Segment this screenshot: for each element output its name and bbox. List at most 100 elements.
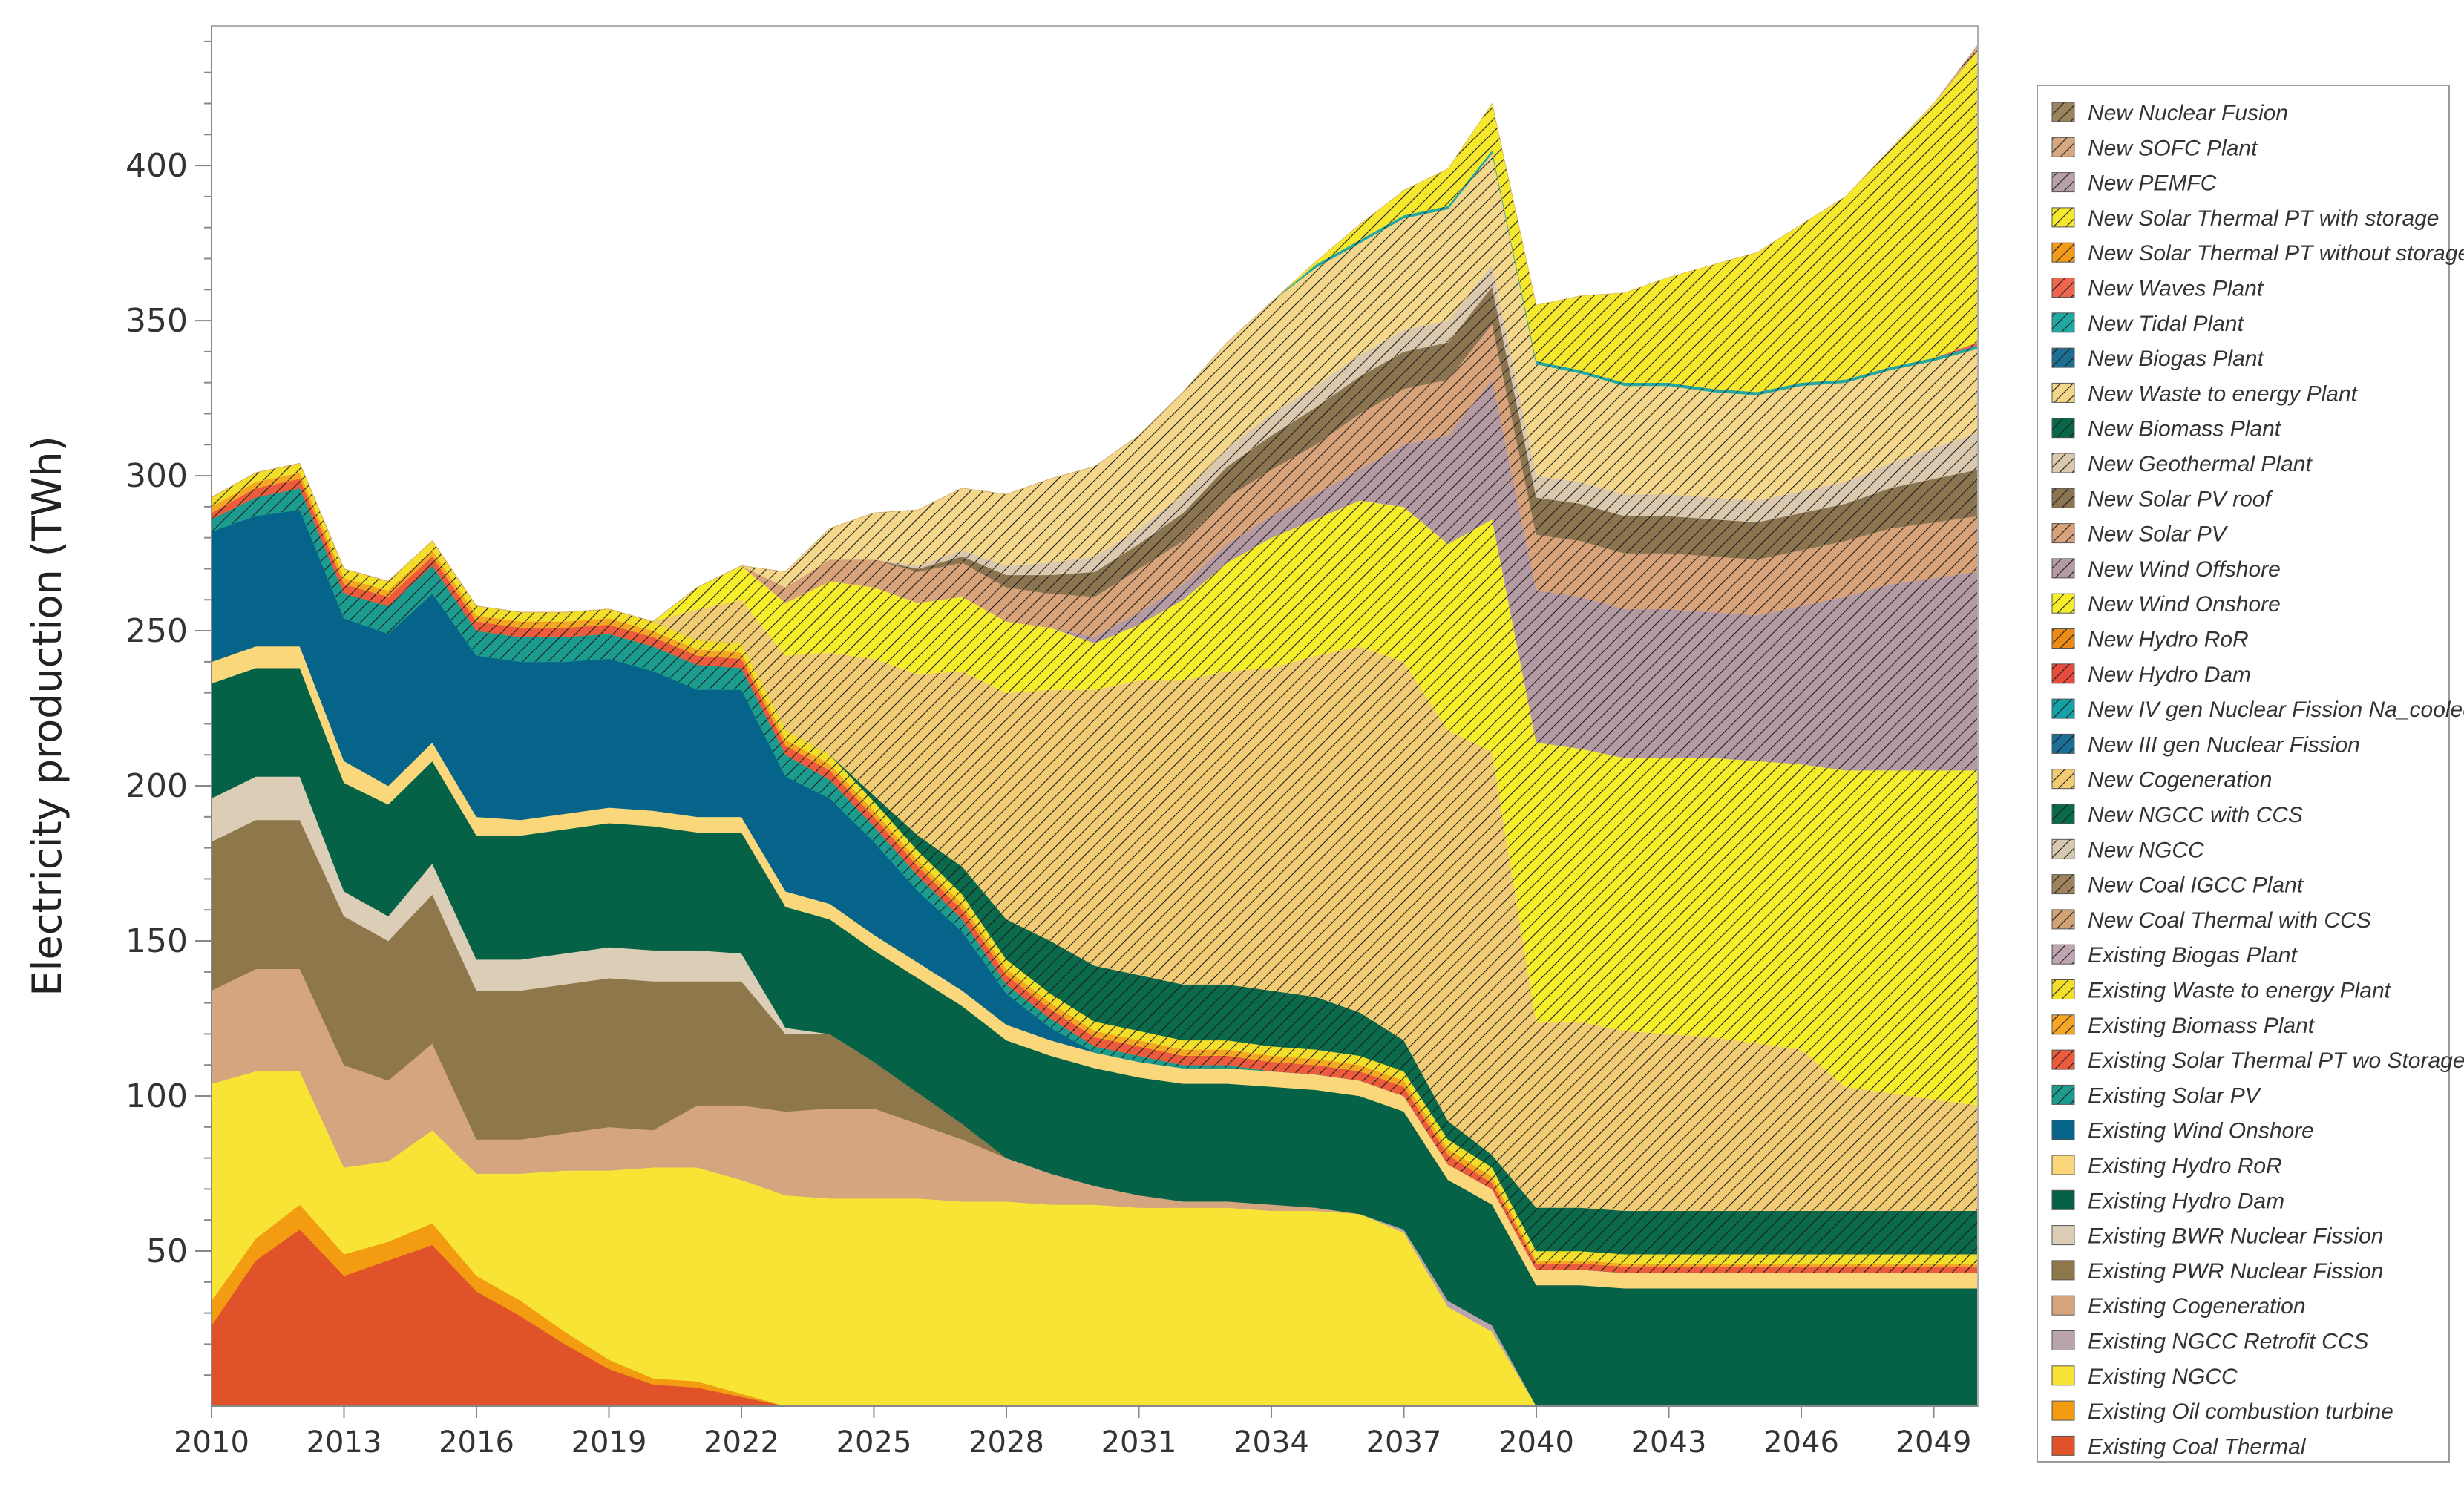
legend-item-new-solar-pv-roof: New Solar PV roof xyxy=(2051,487,2273,511)
legend-item-existing-ngcc-retrofit-ccs: Existing NGCC Retrofit CCS xyxy=(2051,1330,2368,1354)
legend-swatch xyxy=(2051,1189,2075,1210)
legend-swatch xyxy=(2051,523,2075,544)
legend-swatch xyxy=(2051,1435,2075,1456)
legend-label: New NGCC xyxy=(2088,838,2204,862)
legend-label: Existing Biomass Plant xyxy=(2088,1014,2316,1038)
legend-label: Existing Solar PV xyxy=(2088,1083,2262,1108)
x-tick-label: 2043 xyxy=(1631,1425,1707,1460)
legend-label: New Tidal Plant xyxy=(2088,312,2244,336)
legend-item-new-sofc-plant: New SOFC Plant xyxy=(2051,136,2258,160)
legend-swatch xyxy=(2051,1120,2075,1140)
legend-label: New Coal IGCC Plant xyxy=(2088,873,2304,898)
legend-label: New Biomass Plant xyxy=(2088,417,2282,441)
legend-item-existing-oil-combustion-turbine: Existing Oil combustion turbine xyxy=(2051,1399,2393,1424)
legend-swatch xyxy=(2051,102,2075,122)
x-tick-label: 2019 xyxy=(571,1425,647,1460)
x-tick-label: 2049 xyxy=(1896,1425,1972,1460)
legend-label: New SOFC Plant xyxy=(2088,136,2258,160)
x-tick-label: 2016 xyxy=(439,1425,514,1460)
legend-swatch xyxy=(2051,1225,2075,1246)
legend-item-existing-hydro-ror: Existing Hydro RoR xyxy=(2051,1154,2282,1178)
legend-swatch xyxy=(2051,1365,2075,1386)
legend-item-new-solar-thermal-pt-without-storage: New Solar Thermal PT without storage xyxy=(2051,241,2464,266)
legend-swatch xyxy=(2051,1049,2075,1070)
legend-swatch xyxy=(2051,944,2075,965)
y-tick-label: 300 xyxy=(125,457,188,495)
y-tick-label: 150 xyxy=(125,922,188,960)
x-tick-label: 2040 xyxy=(1498,1425,1574,1460)
y-tick-label: 100 xyxy=(125,1077,188,1115)
legend-label: Existing NGCC xyxy=(2088,1365,2238,1389)
legend-label: Existing Waste to energy Plant xyxy=(2088,979,2392,1003)
legend-swatch xyxy=(2051,874,2075,895)
legend-swatch xyxy=(2051,172,2075,193)
legend-item-existing-coal-thermal: Existing Coal Thermal xyxy=(2051,1434,2307,1459)
legend-label: New Biogas Plant xyxy=(2088,347,2264,371)
legend-item-new-iv-gen-nuclear-fission-na-cooled: New IV gen Nuclear Fission Na_cooled xyxy=(2051,697,2464,722)
legend-swatch xyxy=(2051,488,2075,508)
legend-swatch xyxy=(2051,312,2075,333)
legend-item-existing-waste-to-energy-plant: Existing Waste to energy Plant xyxy=(2051,979,2392,1003)
legend-item-new-hydro-ror: New Hydro RoR xyxy=(2051,628,2249,652)
legend-swatch xyxy=(2051,382,2075,403)
x-tick-label: 2025 xyxy=(836,1425,912,1460)
legend-label: New Coal Thermal with CCS xyxy=(2088,908,2371,933)
legend-swatch xyxy=(2051,207,2075,228)
legend-item-new-tidal-plant: New Tidal Plant xyxy=(2051,312,2244,336)
legend-item-new-hydro-dam: New Hydro Dam xyxy=(2051,663,2251,687)
legend-label: New Wind Offshore xyxy=(2088,557,2281,582)
x-tick-label: 2022 xyxy=(704,1425,779,1460)
y-tick-label: 400 xyxy=(125,147,188,185)
legend-item-new-pemfc: New PEMFC xyxy=(2051,171,2217,196)
legend-swatch xyxy=(2051,909,2075,930)
legend-item-new-coal-thermal-with-ccs: New Coal Thermal with CCS xyxy=(2051,908,2371,933)
legend-label: New NGCC with CCS xyxy=(2088,803,2303,827)
legend-swatch xyxy=(2051,278,2075,298)
legend-label: Existing Hydro RoR xyxy=(2088,1154,2282,1178)
legend-label: New III gen Nuclear Fission xyxy=(2088,732,2360,757)
legend-label: Existing PWR Nuclear Fission xyxy=(2088,1259,2383,1284)
legend-label: New Nuclear Fusion xyxy=(2088,101,2288,125)
legend-item-existing-ngcc: Existing NGCC xyxy=(2051,1365,2238,1389)
legend-item-new-waste-to-energy-plant: New Waste to energy Plant xyxy=(2051,381,2359,406)
legend-swatch xyxy=(2051,804,2075,824)
legend-swatch xyxy=(2051,453,2075,473)
legend-swatch xyxy=(2051,1400,2075,1421)
legend-item-new-biogas-plant: New Biogas Plant xyxy=(2051,347,2264,371)
legend-label: Existing BWR Nuclear Fission xyxy=(2088,1224,2383,1249)
legend-item-new-wind-onshore: New Wind Onshore xyxy=(2051,592,2281,617)
legend-item-existing-pwr-nuclear-fission: Existing PWR Nuclear Fission xyxy=(2051,1259,2383,1284)
legend-item-new-biomass-plant: New Biomass Plant xyxy=(2051,417,2282,441)
legend-item-new-ngcc-with-ccs: New NGCC with CCS xyxy=(2051,803,2303,827)
legend-item-existing-cogeneration: Existing Cogeneration xyxy=(2051,1294,2306,1319)
legend-label: Existing NGCC Retrofit CCS xyxy=(2088,1330,2368,1354)
legend-item-new-wind-offshore: New Wind Offshore xyxy=(2051,557,2281,582)
x-tick-label: 2031 xyxy=(1101,1425,1177,1460)
legend-swatch xyxy=(2051,137,2075,157)
legend-label: New Cogeneration xyxy=(2088,768,2272,792)
legend-swatch xyxy=(2051,769,2075,790)
x-axis: 2010 2013 2016 2019 2022 2025 2028 2031 2034 2037… xyxy=(174,1405,1978,1460)
legend-label: Existing Wind Onshore xyxy=(2088,1119,2314,1143)
legend-label: Existing Biogas Plant xyxy=(2088,943,2298,968)
legend-swatch xyxy=(2051,558,2075,579)
y-tick-label: 50 xyxy=(146,1232,188,1270)
legend-swatch xyxy=(2051,663,2075,684)
legend-label: Existing Oil combustion turbine xyxy=(2088,1399,2393,1424)
legend-label: New Solar PV xyxy=(2088,522,2229,547)
legend-item-new-nuclear-fusion: New Nuclear Fusion xyxy=(2051,101,2288,125)
legend-label: New Hydro RoR xyxy=(2088,628,2249,652)
legend-item-new-waves-plant: New Waves Plant xyxy=(2051,277,2264,301)
legend-item-existing-bwr-nuclear-fission: Existing BWR Nuclear Fission xyxy=(2051,1224,2383,1249)
legend-swatch xyxy=(2051,1330,2075,1350)
y-tick-label: 200 xyxy=(125,767,188,805)
legend-label: Existing Cogeneration xyxy=(2088,1294,2306,1319)
legend-item-new-cogeneration: New Cogeneration xyxy=(2051,768,2272,792)
legend-item-new-solar-thermal-pt-with-storage: New Solar Thermal PT with storage xyxy=(2051,206,2440,231)
legend-item-new-geothermal-plant: New Geothermal Plant xyxy=(2051,452,2313,476)
legend-label: New Hydro Dam xyxy=(2088,663,2251,687)
legend-swatch xyxy=(2051,1260,2075,1281)
legend-item-existing-solar-thermal-pt-wo-storage: Existing Solar Thermal PT wo Storage xyxy=(2051,1048,2464,1073)
legend-label: New Solar PV roof xyxy=(2088,487,2273,511)
